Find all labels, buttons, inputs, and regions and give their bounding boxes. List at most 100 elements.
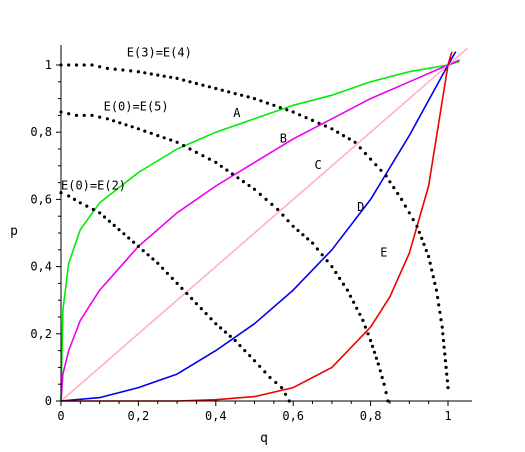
curve-point [311,241,315,245]
curve-point [422,242,426,246]
curve-point [411,218,415,222]
series-line-d [60,51,457,402]
curve-point [272,103,276,107]
curve-point [90,63,94,67]
annotation-d: D [357,200,364,214]
curve-point [278,106,282,110]
curve-point [136,70,140,74]
curve-point [82,63,86,67]
x-tick-label: 0,6 [282,409,304,423]
curve-point [129,69,133,73]
curve-point [345,288,349,292]
curve-point [91,207,95,212]
curve-point [353,140,357,144]
curve-point [185,291,189,296]
curve-point [238,344,242,348]
curve-point [223,330,228,334]
curve-point [369,338,373,343]
curve-point [379,168,383,172]
curve-point [236,176,240,180]
curve-point [252,187,257,191]
curve-point [170,276,174,280]
x-tick-label: 0,4 [205,409,227,423]
curve-point [82,113,86,117]
curve-point [361,318,365,322]
curve-point [194,81,198,86]
curve-point [156,261,160,265]
curve-point [209,317,213,321]
curve-point [105,117,109,121]
curve-point [358,312,362,316]
y-tick-label: 0 [45,394,52,408]
curve-point [363,325,367,329]
curve-point [417,230,421,234]
curve-point [233,92,237,96]
curve-point [259,99,263,103]
curve-point [341,134,346,138]
curve-point [427,254,431,259]
curve-point [248,354,252,358]
curve-point [228,334,232,338]
curve-point [281,213,285,217]
curve-point [424,248,428,253]
dotted-curve-e-3-e-4 [59,63,450,390]
curve-point [264,197,268,201]
curve-point [102,215,107,219]
curve-point [136,244,140,248]
annotation-e: E [380,246,387,260]
curve-point [162,136,166,140]
curve-point [400,197,404,201]
curve-point [431,275,435,279]
curve-point [194,150,198,154]
curve-point [301,233,305,237]
curve-point [98,115,102,119]
curve-point [127,236,131,240]
curve-point [442,345,446,349]
curve-point [98,211,102,215]
curve-point [227,90,231,94]
y-tick-label: 0,6 [30,192,52,206]
curve-point [306,237,310,241]
dotted-curves-layer [59,63,450,403]
curve-point [136,127,140,131]
curve-point [444,365,448,369]
x-tick-label: 0,8 [360,409,382,423]
curve-point [72,197,77,201]
curve-point [201,154,205,158]
curve-point [169,75,173,79]
curve-point [276,207,280,212]
y-tick-label: 1 [45,58,52,72]
curve-point [392,186,396,190]
curve-point [347,137,351,141]
annotation-a: A [233,106,241,120]
curve-point [225,168,229,172]
curve-point [67,63,71,67]
curve-point [407,211,411,215]
curve-point [434,288,438,292]
curve-point [78,201,82,205]
curve-point [204,312,208,316]
curve-point [230,172,234,176]
x-tick-label: 1 [444,409,451,423]
curve-point [338,276,342,280]
curve-point [263,370,267,374]
curve-point [441,332,445,336]
series-layer [60,47,468,402]
curve-point [220,88,224,92]
curve-point [156,134,160,138]
curve-point [180,286,184,290]
curve-point [175,140,179,144]
x-axis-label: q [260,431,268,446]
annotation-e-0-e-2: E(0)=E(2) [61,178,126,192]
curve-point [446,386,450,390]
curve-point [396,191,400,196]
curve-point [258,192,262,196]
curve-point [107,219,111,223]
curve-point [291,224,295,228]
curve-point [188,80,192,84]
curve-point [330,127,334,131]
curve-point [143,129,147,133]
curve-point [182,144,186,148]
curve-point [341,282,346,286]
curve-point [378,369,382,373]
